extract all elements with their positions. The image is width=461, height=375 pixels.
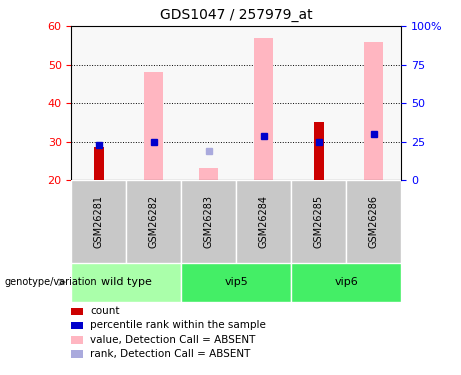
Text: value, Detection Call = ABSENT: value, Detection Call = ABSENT <box>90 335 255 345</box>
Bar <box>364 42 383 180</box>
Text: vip6: vip6 <box>334 277 358 287</box>
Bar <box>236 180 291 262</box>
Text: GSM26286: GSM26286 <box>369 195 378 248</box>
Bar <box>181 262 291 302</box>
Bar <box>254 38 273 180</box>
Bar <box>291 262 401 302</box>
Bar <box>314 122 324 180</box>
Text: rank, Detection Call = ABSENT: rank, Detection Call = ABSENT <box>90 349 250 359</box>
Text: genotype/variation: genotype/variation <box>5 277 97 287</box>
Bar <box>71 262 181 302</box>
Bar <box>181 180 236 262</box>
Bar <box>346 180 401 262</box>
Text: percentile rank within the sample: percentile rank within the sample <box>90 321 266 330</box>
Text: GSM26281: GSM26281 <box>94 195 104 248</box>
Bar <box>94 147 104 180</box>
Bar <box>126 180 181 262</box>
Text: GSM26285: GSM26285 <box>313 195 324 248</box>
Text: GSM26283: GSM26283 <box>204 195 214 248</box>
Bar <box>71 180 126 262</box>
Title: GDS1047 / 257979_at: GDS1047 / 257979_at <box>160 9 313 22</box>
Bar <box>144 72 164 180</box>
Bar <box>199 168 219 180</box>
Bar <box>291 180 346 262</box>
Text: wild type: wild type <box>101 277 152 287</box>
Text: GSM26284: GSM26284 <box>259 195 269 248</box>
Text: vip5: vip5 <box>225 277 248 287</box>
Text: count: count <box>90 306 119 316</box>
Text: GSM26282: GSM26282 <box>149 195 159 248</box>
